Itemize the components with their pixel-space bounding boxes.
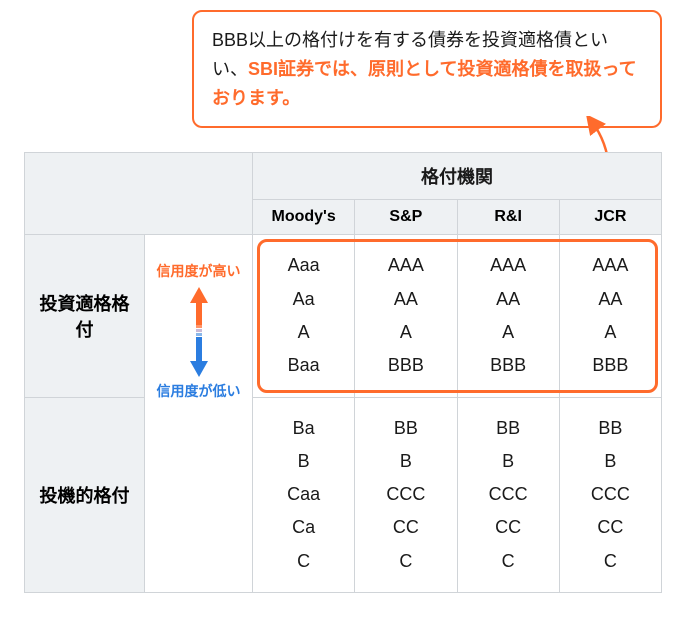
rating-value: CC [458, 511, 559, 544]
gauge-arrow-icon [190, 287, 208, 377]
rating-value: AA [560, 283, 661, 316]
agency-col-jcr: JCR [559, 200, 661, 235]
agency-col-ri: R&I [457, 200, 559, 235]
credit-gauge: 信用度が高い 信用度が低い [155, 263, 243, 400]
rating-value: BB [355, 412, 456, 445]
rating-value: BB [560, 412, 661, 445]
rating-value: CCC [355, 478, 456, 511]
gauge-label-low: 信用度が低い [157, 383, 241, 401]
rating-value: CC [560, 511, 661, 544]
rating-value: Baa [253, 349, 354, 382]
agency-col-sp: S&P [355, 200, 457, 235]
rating-value: C [253, 545, 354, 578]
rating-value: BBB [458, 349, 559, 382]
rating-value: Aa [253, 283, 354, 316]
row-head-investment: 投資適格格付 [25, 235, 145, 397]
row-head-speculative: 投機的格付 [25, 397, 145, 592]
rating-value: B [253, 445, 354, 478]
spec-sp: BB B CCC CC C [355, 397, 457, 592]
rating-value: BBB [560, 349, 661, 382]
rating-value: Caa [253, 478, 354, 511]
agency-header: 格付機関 [253, 153, 662, 200]
gauge-cell: 信用度が高い 信用度が低い [145, 235, 253, 593]
spec-ri: BB B CCC CC C [457, 397, 559, 592]
ratings-table-wrap: 格付機関 Moody's S&P R&I JCR 投資適格格付 信用度が高い [24, 152, 662, 593]
spec-jcr: BB B CCC CC C [559, 397, 661, 592]
rating-value: B [355, 445, 456, 478]
rating-value: CCC [560, 478, 661, 511]
rating-value: A [560, 316, 661, 349]
rating-value: BBB [355, 349, 456, 382]
inv-jcr: AAA AA A BBB [559, 235, 661, 397]
rating-value: C [560, 545, 661, 578]
gauge-label-high: 信用度が高い [157, 263, 241, 281]
row-investment: 投資適格格付 信用度が高い 信 [25, 235, 662, 397]
rating-value: B [560, 445, 661, 478]
callout-text-highlight: SBI証券では、原則として投資適格債を取扱っております。 [212, 59, 637, 108]
rating-value: CCC [458, 478, 559, 511]
rating-value: A [253, 316, 354, 349]
rating-value: A [458, 316, 559, 349]
agency-col-moodys: Moody's [253, 200, 355, 235]
rating-value: Aaa [253, 249, 354, 282]
rating-value: AA [458, 283, 559, 316]
rating-value: B [458, 445, 559, 478]
ratings-table: 格付機関 Moody's S&P R&I JCR 投資適格格付 信用度が高い [24, 152, 662, 593]
rating-value: C [458, 545, 559, 578]
rating-value: AA [355, 283, 456, 316]
rating-value: C [355, 545, 456, 578]
inv-sp: AAA AA A BBB [355, 235, 457, 397]
rating-value: AAA [560, 249, 661, 282]
rating-value: Ca [253, 511, 354, 544]
rating-value: AAA [355, 249, 456, 282]
rating-value: BB [458, 412, 559, 445]
inv-ri: AAA AA A BBB [457, 235, 559, 397]
table-corner [25, 153, 253, 235]
row-speculative: 投機的格付 Ba B Caa Ca C BB B CCC CC C BB [25, 397, 662, 592]
spec-moodys: Ba B Caa Ca C [253, 397, 355, 592]
inv-moodys: Aaa Aa A Baa [253, 235, 355, 397]
callout-box: BBB以上の格付けを有する債券を投資適格債といい、SBI証券では、原則として投資… [192, 10, 662, 128]
rating-value: Ba [253, 412, 354, 445]
rating-value: A [355, 316, 456, 349]
rating-value: AAA [458, 249, 559, 282]
rating-value: CC [355, 511, 456, 544]
